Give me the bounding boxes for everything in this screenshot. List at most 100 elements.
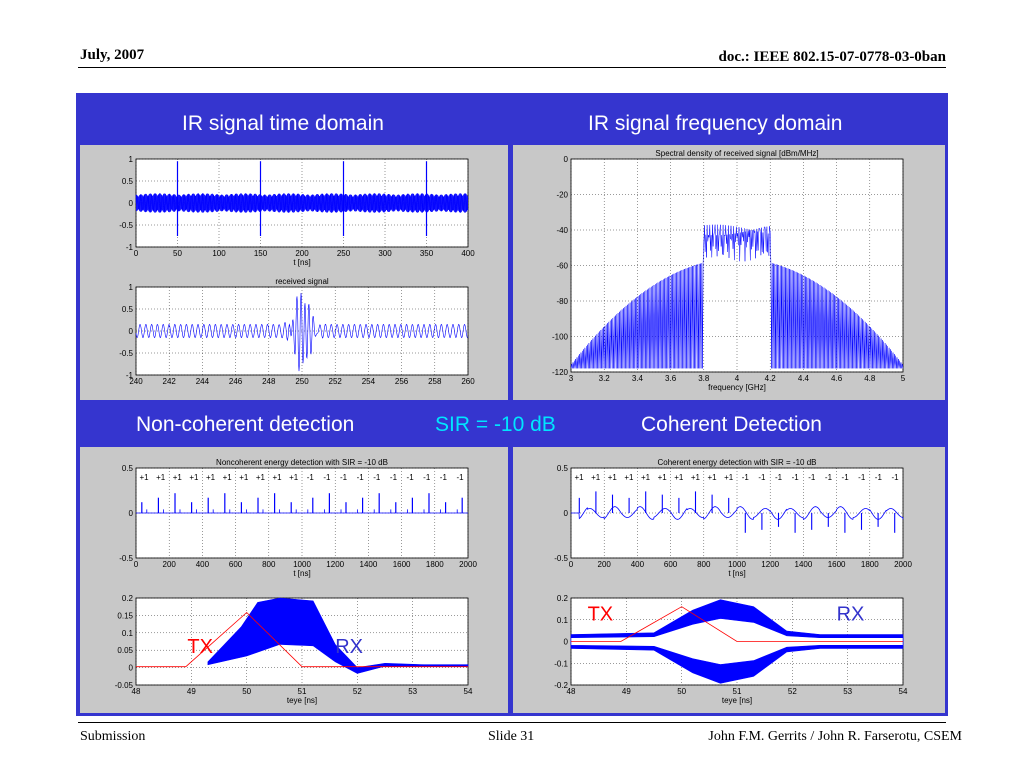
chart-title: received signal	[275, 277, 329, 286]
x-tick-label: 50	[173, 249, 182, 258]
x-tick-label: 5	[901, 374, 906, 383]
x-tick-label: 258	[428, 377, 442, 386]
x-tick-label: 600	[664, 560, 678, 569]
x-tick-label: 246	[229, 377, 243, 386]
symbol-label: +1	[658, 473, 668, 482]
x-tick-label: 51	[733, 687, 742, 696]
symbol-label: -1	[792, 473, 800, 482]
y-tick-label: 1	[129, 283, 134, 292]
y-tick-label: 0	[129, 199, 134, 208]
symbol-label: -1	[456, 473, 464, 482]
x-tick-label: 3	[569, 374, 574, 383]
x-tick-label: 50	[677, 687, 686, 696]
interference-trace	[135, 193, 469, 213]
y-tick-label: -0.5	[119, 221, 133, 230]
symbol-label: -1	[808, 473, 816, 482]
symbol-label: +1	[724, 473, 734, 482]
y-tick-label: -20	[556, 191, 568, 200]
symbol-label: +1	[239, 473, 249, 482]
x-tick-label: 1400	[795, 560, 813, 569]
y-tick-label: -0.5	[119, 349, 133, 358]
y-tick-label: -0.05	[115, 681, 134, 690]
caption-sir: SIR = -10 dB	[435, 413, 556, 436]
y-tick-label: 0.15	[117, 611, 133, 620]
x-tick-label: 400	[196, 560, 210, 569]
y-tick-label: 0	[564, 638, 569, 647]
y-tick-label: -40	[556, 226, 568, 235]
noncoherent-plots: 0 200 400 600 800 1000 1200 1400 1600 1800 2000 0.5…	[115, 458, 478, 705]
y-tick-label: -0.5	[119, 554, 133, 563]
symbol-label: +1	[256, 473, 266, 482]
symbol-label: +1	[591, 473, 601, 482]
symbol-label: -1	[891, 473, 899, 482]
symbol-label: +1	[674, 473, 684, 482]
symbol-label: +1	[223, 473, 233, 482]
x-tick-label: 2000	[894, 560, 912, 569]
symbol-label: +1	[206, 473, 216, 482]
y-tick-label: 0.2	[122, 594, 134, 603]
tx-trace	[571, 606, 903, 642]
y-tick-label: 0.05	[117, 646, 133, 655]
rx-eye-envelope	[207, 597, 469, 674]
x-tick-label: 4.2	[765, 374, 777, 383]
x-tick-label: 54	[464, 687, 473, 696]
x-tick-label: 54	[899, 687, 908, 696]
x-tick-label: 3.6	[665, 374, 677, 383]
x-tick-label: 256	[395, 377, 409, 386]
footer-submission: Submission	[80, 729, 146, 744]
x-tick-label: 4.8	[864, 374, 876, 383]
x-tick-label: 252	[329, 377, 343, 386]
chart-title: Spectral density of received signal [dBm…	[655, 149, 818, 158]
x-axis-label: t [ns]	[728, 569, 745, 578]
symbol-label: -1	[758, 473, 766, 482]
x-tick-label: 254	[362, 377, 376, 386]
x-tick-label: 248	[262, 377, 276, 386]
x-tick-label: 800	[262, 560, 276, 569]
x-tick-label: 49	[622, 687, 631, 696]
y-tick-label: -1	[126, 243, 134, 252]
x-axis-label: t [ns]	[293, 569, 310, 578]
symbol-label: +1	[574, 473, 584, 482]
y-tick-label: 0.5	[122, 464, 134, 473]
y-tick-label: -100	[552, 333, 569, 342]
x-tick-label: 200	[598, 560, 612, 569]
caption-time-domain: IR signal time domain	[182, 112, 384, 135]
figure-time: 0 50 100 150 200 250 300 350 400 1 0.5 0 -0.5 -1 t [ns…	[80, 145, 508, 400]
y-tick-label: 0	[129, 664, 134, 673]
x-tick-label: 1200	[326, 560, 344, 569]
x-tick-label: 1600	[828, 560, 846, 569]
symbol-label: +1	[641, 473, 651, 482]
header-rule	[78, 67, 946, 68]
x-tick-label: 1000	[728, 560, 746, 569]
x-tick-label: 52	[353, 687, 362, 696]
x-tick-label: 48	[132, 687, 141, 696]
figure-coherent: 0 200 400 600 800 1000 1200 1400 1600 1800 2000 0.5…	[513, 447, 945, 713]
y-tick-label: -0.2	[554, 681, 568, 690]
y-tick-label: -80	[556, 297, 568, 306]
x-tick-label: 1200	[761, 560, 779, 569]
x-tick-label: 3.2	[599, 374, 611, 383]
footer-authors: John F.M. Gerrits / John R. Farserotu, C…	[708, 729, 962, 744]
x-tick-label: 49	[187, 687, 196, 696]
symbol-label: +1	[272, 473, 282, 482]
y-tick-label: 0	[129, 509, 134, 518]
symbol-label: -1	[775, 473, 783, 482]
symbol-label: -1	[307, 473, 315, 482]
spectrum-trace	[570, 224, 904, 369]
symbol-label: -1	[825, 473, 833, 482]
x-tick-label: 244	[196, 377, 210, 386]
x-tick-label: 51	[298, 687, 307, 696]
tx-trace	[136, 611, 468, 668]
x-tick-label: 53	[408, 687, 417, 696]
symbol-label: -1	[440, 473, 448, 482]
x-tick-label: 1000	[293, 560, 311, 569]
x-axis-label: t [ns]	[293, 258, 310, 267]
symbol-label: -1	[340, 473, 348, 482]
x-tick-label: 240	[129, 377, 143, 386]
y-tick-label: 0.5	[122, 177, 134, 186]
y-tick-label: -1	[126, 371, 134, 380]
y-tick-label: 0.2	[557, 594, 569, 603]
footer-slide-number: Slide 31	[488, 729, 535, 744]
x-tick-label: 400	[631, 560, 645, 569]
y-tick-label: 0.1	[557, 616, 569, 625]
